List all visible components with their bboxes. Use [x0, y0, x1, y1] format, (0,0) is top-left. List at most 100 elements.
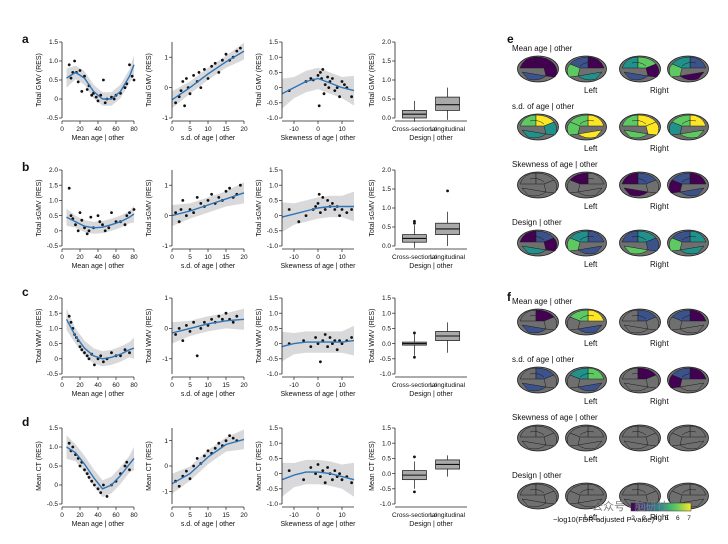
- region-temporal: [521, 71, 547, 81]
- y-tick-label: -0.5: [380, 356, 392, 363]
- confidence-band: [66, 205, 134, 234]
- region-temporal: [679, 324, 705, 334]
- y-axis-label: Total WMV (RES): [146, 309, 153, 364]
- region-occipital: [645, 316, 659, 331]
- y-tick-label: 2.0: [49, 295, 58, 302]
- data-point: [83, 226, 86, 230]
- data-point: [107, 226, 111, 230]
- x-axis-label: s.d. of age | other: [181, 391, 236, 398]
- colorbar-tick-label: 5: [665, 515, 669, 522]
- data-point: [96, 487, 100, 491]
- y-tick-label: 0: [54, 482, 58, 489]
- box-cross-sectional: [402, 331, 427, 359]
- sulcus-line: [681, 120, 697, 125]
- data-point: [185, 77, 188, 80]
- data-point: [319, 475, 322, 478]
- y-tick-label: 1.0: [269, 310, 278, 317]
- data-point: [287, 469, 291, 472]
- data-point: [338, 472, 341, 475]
- x-tick-label: 80: [130, 382, 138, 389]
- data-point: [123, 86, 127, 89]
- y-axis-label: Total WMV (RES): [36, 309, 43, 364]
- hemisphere-label-left: Left: [584, 260, 598, 269]
- data-point: [103, 101, 107, 105]
- x-tick-label: -10: [289, 512, 299, 519]
- data-point: [321, 339, 325, 342]
- x-tick-label: 0: [170, 512, 174, 519]
- region-temporal: [577, 245, 603, 255]
- region-temporal: [679, 245, 705, 255]
- y-tick-label: -1: [162, 115, 168, 122]
- region-occipital: [543, 237, 557, 252]
- x-tick-label: 0: [60, 382, 64, 389]
- y-tick-label: -0.5: [380, 486, 392, 493]
- y-tick-label: 1.5: [269, 295, 278, 302]
- y-tick-label: 1.0: [269, 440, 278, 447]
- data-point: [333, 208, 337, 211]
- data-point: [90, 479, 94, 483]
- hemisphere-label-left: Left: [584, 202, 598, 211]
- y-tick-label: 0.0: [382, 471, 391, 478]
- region-occipital: [669, 374, 683, 389]
- data-point: [123, 464, 127, 468]
- data-point: [217, 196, 221, 199]
- x-tick-label: 0: [60, 126, 64, 133]
- data-point: [326, 199, 329, 202]
- y-tick-label: 0.0: [382, 243, 391, 250]
- data-point: [239, 183, 242, 187]
- x-tick-label: 5: [188, 512, 192, 519]
- data-point: [343, 83, 346, 86]
- data-point: [323, 481, 327, 485]
- brain-row-title: Skewness of age | other: [512, 413, 598, 422]
- category-label: Cross-sectional: [392, 512, 437, 519]
- hemisphere-label-right: Right: [650, 397, 669, 406]
- region-temporal: [521, 324, 547, 334]
- fit-line: [171, 192, 245, 217]
- data-point: [328, 336, 332, 339]
- data-point: [326, 466, 329, 469]
- y-tick-label: 0: [164, 463, 168, 470]
- y-tick-label: 0.5: [269, 70, 278, 77]
- y-tick-label: -1.0: [267, 501, 279, 508]
- data-point: [185, 214, 188, 218]
- data-point: [203, 320, 206, 324]
- data-point: [80, 348, 84, 352]
- region-temporal: [521, 382, 547, 392]
- fit-line: [281, 205, 354, 218]
- data-point: [130, 74, 134, 78]
- y-tick-label: 0.0: [382, 115, 391, 122]
- hemisphere-surface: [667, 366, 709, 394]
- data-point: [231, 320, 235, 324]
- data-point: [93, 483, 96, 487]
- region-temporal: [679, 129, 705, 139]
- brain-row-title: s.d. of age | other: [512, 355, 575, 364]
- hemisphere-surface: [517, 113, 559, 141]
- sulcus-line: [631, 62, 647, 67]
- chart-c3: -10 0 10 -1.0 -0.5 0 0.5 1.0 1.5 Skewness of age …: [256, 295, 356, 398]
- sulcus-line: [631, 236, 647, 241]
- y-tick-label: 1.5: [382, 58, 391, 65]
- data-point: [350, 208, 353, 211]
- region-occipital: [543, 179, 557, 194]
- data-point: [69, 214, 73, 218]
- data-point: [132, 78, 136, 82]
- data-point: [195, 196, 199, 199]
- data-point: [67, 441, 71, 445]
- data-point: [338, 339, 341, 342]
- hemisphere-surface: [619, 55, 661, 83]
- hemisphere-surface: [517, 366, 559, 394]
- x-tick-label: 0: [60, 512, 64, 519]
- data-point: [67, 186, 71, 190]
- data-point: [309, 345, 313, 348]
- y-axis-label: Total sGMV (RES): [256, 179, 263, 236]
- chart-d4: -1.0 -0.5 0.0 0.5 1.0 1.5 Cross-sectionalLongi…: [369, 425, 467, 528]
- y-axis-label: Mean CT (RES): [146, 441, 153, 491]
- brain-row-title: Mean age | other: [512, 297, 573, 306]
- x-tick-label: 60: [112, 382, 120, 389]
- hemisphere-surface: [667, 482, 709, 510]
- fit-line: [66, 213, 135, 229]
- outlier-point: [413, 355, 416, 359]
- y-tick-label: 0.0: [382, 341, 391, 348]
- y-tick-label: 1.5: [49, 425, 58, 432]
